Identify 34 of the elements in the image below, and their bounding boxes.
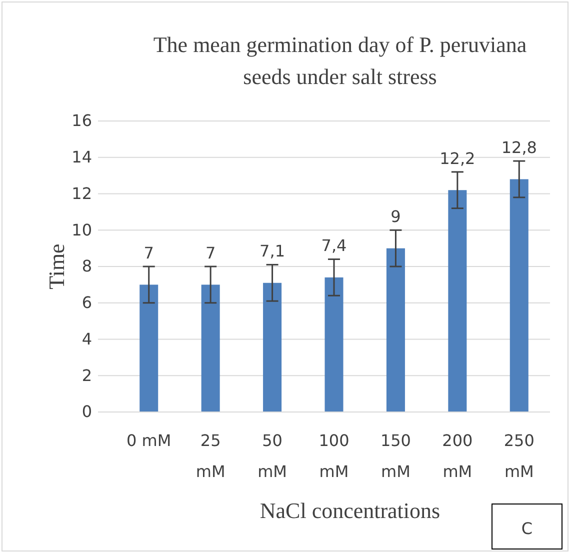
data-label: 12,8 <box>501 138 537 158</box>
y-tick-label: 16 <box>72 111 92 130</box>
bar <box>201 284 220 412</box>
y-tick-label: 2 <box>82 366 92 385</box>
x-tick-label: 50 mM <box>258 431 287 481</box>
bar <box>324 277 344 412</box>
x-tick-label: 25 mM <box>196 431 226 481</box>
x-tick-label: 100 mM <box>318 431 350 481</box>
x-tick-label: 250 mM <box>504 431 534 481</box>
y-tick-label: 6 <box>82 292 92 312</box>
data-label: 7,4 <box>321 236 347 256</box>
y-tick-label: 4 <box>82 329 92 348</box>
x-tick-label: 150 mM <box>380 431 411 481</box>
bar <box>263 282 282 412</box>
y-tick-label: 10 <box>72 220 92 240</box>
data-label: 7 <box>144 244 154 262</box>
y-tick-label: 0 <box>82 402 92 422</box>
x-tick-label: 0 mM <box>126 431 172 450</box>
y-axis-title: Time <box>44 244 69 290</box>
y-tick-label: 12 <box>72 184 92 203</box>
x-tick-label: 200 mM <box>442 431 473 481</box>
data-label: 12,2 <box>440 148 476 168</box>
x-axis-title: NaCl concentrations <box>260 498 440 523</box>
y-tick-label: 14 <box>72 147 92 166</box>
data-label: 7 <box>205 244 216 262</box>
y-tick-label: 8 <box>82 256 92 276</box>
bar <box>140 284 158 412</box>
chart-title: The mean germination day of P. peruviana seeds under salt stress <box>153 32 527 89</box>
bar <box>386 248 405 412</box>
data-label: 9 <box>390 207 401 226</box>
bar <box>448 190 467 412</box>
bar <box>510 179 528 412</box>
text: C <box>521 519 533 538</box>
data-label: 7,1 <box>260 242 286 261</box>
